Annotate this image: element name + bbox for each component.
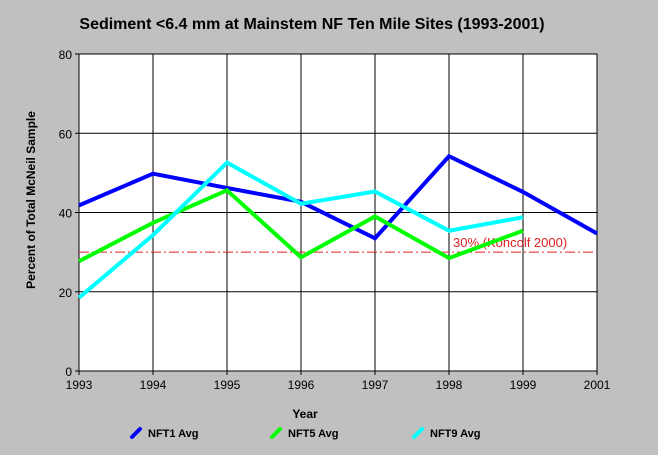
x-tick-label: 1996 bbox=[288, 378, 315, 392]
legend-label: NFT9 Avg bbox=[430, 428, 481, 440]
chart-title: Sediment <6.4 mm at Mainstem NF Ten Mile… bbox=[79, 16, 544, 33]
legend-swatch bbox=[270, 427, 282, 439]
legend: NFT1 Avg NFT5 Avg NFT9 Avg bbox=[130, 427, 481, 440]
x-tick-label: 1997 bbox=[362, 378, 389, 392]
series-line-2 bbox=[78, 187, 524, 264]
y-tick-label: 20 bbox=[59, 286, 73, 300]
x-tick-label: 1999 bbox=[510, 378, 537, 392]
axis-ticks: 1993 1994 1995 1996 1997 1998 1999 2001 0 20 40 60 8… bbox=[59, 48, 611, 392]
y-axis-title: Percent of Total McNeil Sample bbox=[24, 111, 38, 289]
series-line-1 bbox=[78, 153, 598, 241]
series-line-3 bbox=[77, 160, 524, 300]
series-group bbox=[77, 153, 598, 300]
legend-swatch bbox=[412, 427, 424, 439]
x-axis-title: Year bbox=[292, 407, 318, 421]
y-tick-label: 60 bbox=[59, 127, 73, 141]
legend-swatch bbox=[130, 427, 142, 439]
x-tick-label: 1998 bbox=[436, 378, 463, 392]
y-tick-label: 40 bbox=[59, 207, 73, 221]
x-tick-label: 1995 bbox=[214, 378, 241, 392]
y-tick-label: 80 bbox=[59, 48, 73, 62]
y-tick-label: 0 bbox=[65, 365, 72, 379]
legend-label: NFT5 Avg bbox=[288, 428, 339, 440]
grid-lines bbox=[79, 54, 597, 371]
x-tick-label: 2001 bbox=[584, 378, 611, 392]
x-tick-label: 1994 bbox=[140, 378, 167, 392]
x-tick-label: 1993 bbox=[66, 378, 93, 392]
legend-label: NFT1 Avg bbox=[148, 428, 199, 440]
